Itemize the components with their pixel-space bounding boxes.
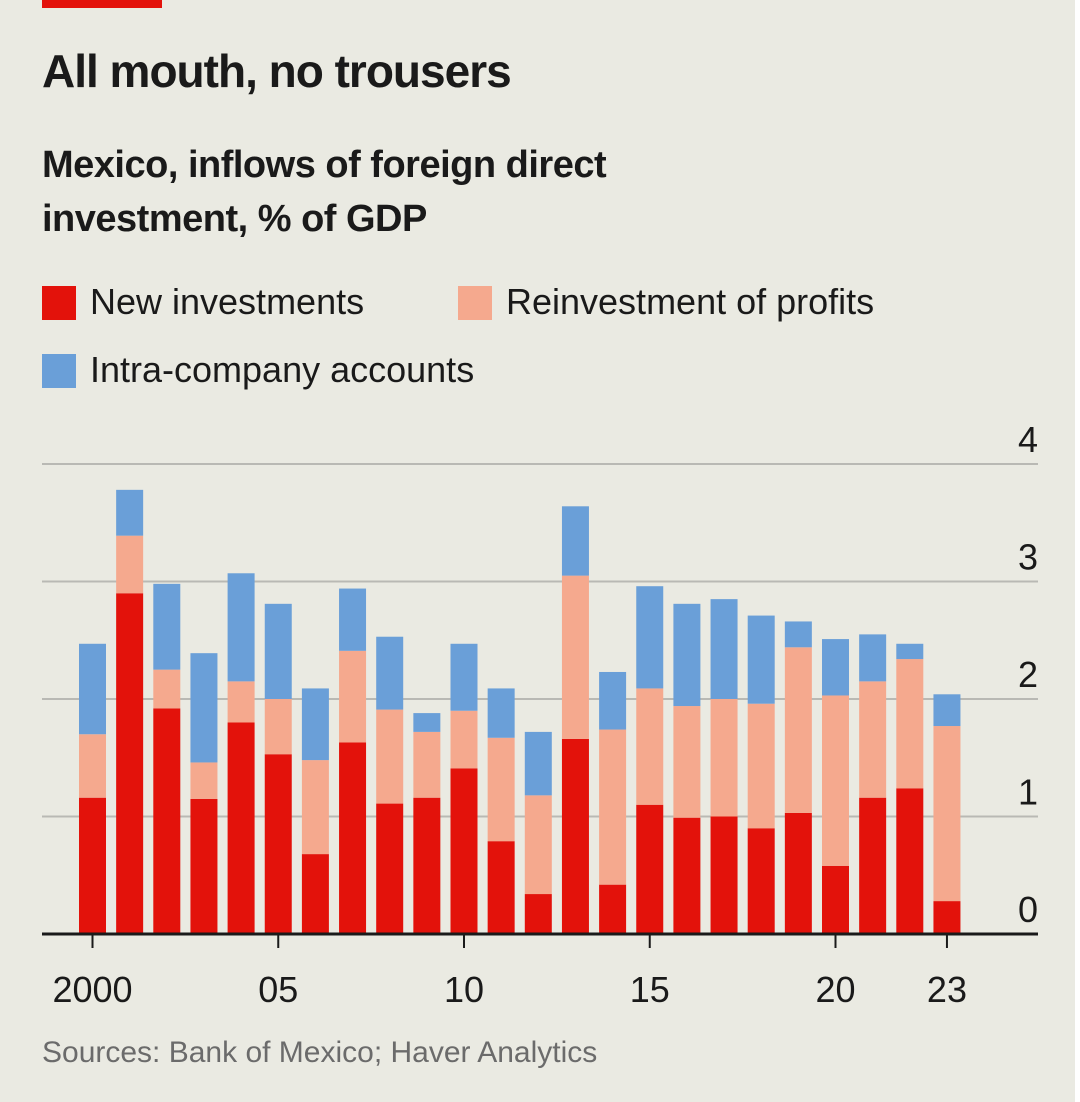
bar-intra-company (190, 653, 218, 763)
bar-intra-company (636, 586, 664, 689)
legend-swatch-intra-company (42, 354, 76, 388)
bar-reinvestment (673, 706, 701, 818)
bar-intra-company (896, 643, 924, 660)
y-tick-label: 1 (1018, 772, 1038, 813)
bar-new-investments (376, 803, 404, 934)
bar-new-investments (859, 797, 887, 934)
bar-reinvestment (933, 726, 961, 902)
bar-new-investments (116, 593, 144, 934)
bar-reinvestment (227, 681, 255, 723)
x-tick-label: 23 (927, 969, 967, 1010)
bar-new-investments (747, 828, 775, 934)
bar-intra-company (673, 603, 701, 707)
bar-intra-company (79, 643, 106, 735)
y-tick-label: 2 (1018, 654, 1038, 695)
bar-reinvestment (487, 737, 515, 842)
brand-red-tab (42, 0, 162, 8)
bar-reinvestment (450, 710, 478, 769)
bar-new-investments (487, 841, 515, 934)
legend-swatch-reinvestment (458, 286, 492, 320)
bar-reinvestment (153, 669, 181, 709)
bar-reinvestment (784, 647, 812, 813)
bar-reinvestment (339, 650, 367, 743)
bar-intra-company (822, 639, 849, 696)
bar-reinvestment (747, 703, 775, 829)
bar-new-investments (524, 894, 552, 934)
bar-intra-company (264, 603, 292, 699)
y-tick-label: 3 (1018, 537, 1038, 578)
bar-intra-company (450, 643, 478, 711)
bar-new-investments (79, 797, 106, 934)
bar-new-investments (339, 742, 367, 934)
bar-intra-company (376, 636, 404, 710)
legend-label-reinvestment: Reinvestment of profits (506, 281, 875, 322)
bar-new-investments (450, 768, 478, 934)
bar-reinvestment (710, 699, 738, 817)
bar-intra-company (153, 583, 181, 670)
bar-reinvestment (190, 762, 218, 799)
bar-new-investments (710, 816, 738, 934)
bar-intra-company (524, 731, 552, 796)
bar-reinvestment (561, 575, 589, 739)
bar-intra-company (710, 599, 738, 699)
bar-reinvestment (599, 729, 627, 885)
bar-reinvestment (79, 734, 106, 798)
bar-reinvestment (859, 681, 887, 798)
bar-new-investments (227, 722, 255, 934)
bar-intra-company (747, 615, 775, 704)
bar-intra-company (116, 489, 144, 536)
x-tick-label: 2000 (52, 969, 132, 1010)
bar-reinvestment (264, 699, 292, 755)
bar-new-investments (822, 865, 849, 934)
bar-reinvestment (524, 795, 552, 895)
legend-label-intra-company: Intra-company accounts (90, 349, 475, 390)
x-tick-label: 10 (444, 969, 484, 1010)
bar-intra-company (413, 713, 441, 732)
bar-reinvestment (413, 731, 441, 798)
bar-intra-company (227, 573, 255, 682)
y-tick-label: 4 (1018, 419, 1038, 460)
bar-new-investments (933, 901, 961, 934)
y-tick-label: 0 (1018, 889, 1038, 930)
bar-new-investments (636, 804, 664, 934)
bar-intra-company (599, 671, 627, 730)
bar-new-investments (561, 738, 589, 934)
legend-swatch-new-investments (42, 286, 76, 320)
bar-reinvestment (822, 695, 849, 866)
chart-subtitle: Mexico, inflows of foreign direct invest… (42, 144, 607, 240)
bar-intra-company (859, 634, 887, 682)
x-tick-label: 15 (630, 969, 670, 1010)
bar-new-investments (673, 817, 701, 934)
bar-new-investments (784, 812, 812, 934)
bar-new-investments (264, 754, 292, 934)
bar-new-investments (301, 854, 329, 934)
bar-intra-company (301, 688, 329, 761)
bar-intra-company (784, 621, 812, 648)
bar-intra-company (339, 588, 367, 651)
source-note: Sources: Bank of Mexico; Haver Analytics (42, 1036, 598, 1069)
chart-title: All mouth, no trousers (42, 45, 512, 97)
bar-intra-company (933, 694, 961, 727)
legend-label-new-investments: New investments (90, 281, 365, 322)
bar-reinvestment (376, 709, 404, 804)
bar-reinvestment (116, 535, 144, 594)
bar-new-investments (413, 797, 441, 934)
bar-reinvestment (301, 760, 329, 855)
bar-intra-company (487, 688, 515, 738)
bar-reinvestment (636, 688, 664, 805)
bar-new-investments (599, 884, 627, 934)
x-tick-label: 20 (815, 969, 855, 1010)
bar-reinvestment (896, 659, 924, 789)
right-edge (1075, 0, 1080, 1102)
bar-new-investments (190, 798, 218, 934)
x-tick-label: 05 (258, 969, 298, 1010)
bar-new-investments (153, 708, 181, 934)
bar-new-investments (896, 788, 924, 934)
bar-intra-company (561, 506, 589, 576)
